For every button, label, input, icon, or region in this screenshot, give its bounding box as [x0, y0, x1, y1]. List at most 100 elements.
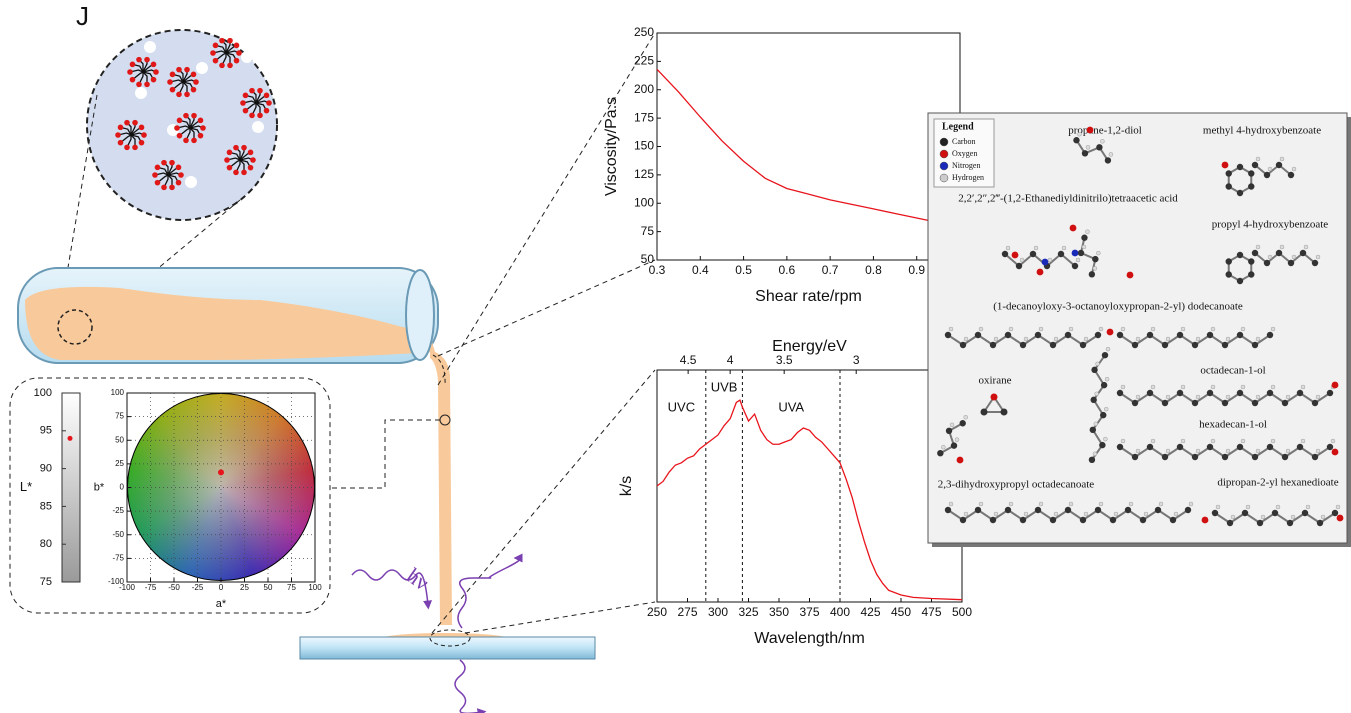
hydrogen [1290, 514, 1296, 520]
hydrogen [1068, 326, 1074, 332]
hydrogen [1195, 394, 1201, 400]
surfactant-head [226, 164, 233, 171]
y-tick-label: -100 [108, 577, 125, 586]
surfactant-head [247, 149, 254, 156]
surfactant-head [210, 50, 216, 56]
surfactant-tail [178, 81, 184, 95]
atom [1206, 389, 1214, 397]
molecule-name: 2,2′,2″,2‴-(1,2-Ethanediyldinitrilo)tetr… [958, 193, 1178, 205]
hydrogen [1092, 266, 1098, 271]
photon-label: hν [402, 563, 434, 596]
hydrogen [1291, 254, 1297, 260]
atom [1271, 509, 1279, 517]
surfactant-tail [126, 134, 132, 148]
hydrogen [1245, 504, 1251, 510]
atom [1019, 516, 1027, 524]
hydrogen [1320, 514, 1326, 520]
atom [1263, 259, 1271, 267]
y-tick-label: 0 [120, 483, 125, 492]
micelles [115, 37, 272, 191]
surfactant-tail [163, 174, 169, 188]
surfactant-head [129, 76, 136, 83]
oxygen [1221, 161, 1229, 169]
hydrogen [1165, 448, 1171, 454]
zoom-line [464, 601, 656, 634]
surfactant-head [197, 132, 204, 139]
surfactant-head [249, 112, 255, 119]
hydrogen [1098, 326, 1104, 332]
atom [1071, 262, 1079, 270]
x-tick-label: 0.4 [692, 263, 709, 277]
surfactant-head [169, 184, 175, 191]
hydrogen [1260, 514, 1266, 520]
hydrogen [941, 444, 946, 450]
atom [945, 427, 953, 435]
surfactant-head [183, 137, 189, 144]
zoom-line [59, 94, 98, 316]
hydrogen [1068, 501, 1074, 507]
surfactant-head [176, 91, 182, 98]
x2-tick-label: 4 [727, 353, 734, 367]
atom [1286, 519, 1294, 527]
atom [1154, 506, 1162, 514]
hydrogen [1008, 501, 1014, 507]
surfactant-head [241, 144, 247, 151]
atom [1301, 509, 1309, 517]
hydrogen [1180, 384, 1186, 390]
atom [1311, 399, 1319, 407]
atom [1001, 250, 1009, 258]
hydrogen [1100, 139, 1105, 144]
molecule-name: hexadecan-1-ol [1199, 419, 1267, 431]
atom [1049, 341, 1057, 349]
hydrogen [1047, 257, 1053, 263]
hydrogen [1104, 406, 1109, 412]
hydrogen [1053, 336, 1059, 342]
surfactant-head [129, 61, 136, 68]
atom [1263, 171, 1271, 179]
y-tick-label: 100 [34, 387, 52, 399]
surfactant-head [169, 86, 176, 93]
hydrogen [1081, 244, 1087, 250]
atom [1184, 506, 1192, 514]
atom [1211, 509, 1219, 517]
atom [1019, 341, 1027, 349]
atom [1099, 441, 1106, 449]
oxygen [1106, 328, 1114, 336]
atom [1248, 271, 1255, 278]
hydrogen [1083, 336, 1089, 342]
x-tick-label: 0.8 [865, 263, 882, 277]
atom [1275, 161, 1283, 169]
atom [1191, 453, 1199, 461]
hydrogen [1240, 438, 1246, 444]
particle [196, 62, 208, 74]
x2-tick-label: 3.5 [776, 353, 793, 367]
surfactant-head [224, 157, 230, 163]
hydrogen [1075, 257, 1081, 263]
atom [1236, 443, 1244, 451]
atom [1000, 408, 1008, 416]
hydrogen [1083, 511, 1089, 517]
atom [1296, 389, 1304, 397]
surfactant-head [136, 56, 142, 63]
atom [1015, 262, 1023, 270]
hydrogen [1215, 504, 1221, 510]
y-tick-label: 25 [115, 459, 124, 468]
surfactant-head [117, 139, 124, 146]
hydrogen [1113, 511, 1119, 517]
surfactant-head [242, 92, 249, 99]
atom [1116, 331, 1124, 339]
atom [1176, 331, 1184, 339]
atom [959, 516, 967, 524]
hydrogen [978, 501, 984, 507]
atom [1092, 255, 1099, 263]
surfactant-head [176, 117, 183, 124]
hydrogen [1270, 438, 1276, 444]
hydrogen [1038, 501, 1044, 507]
atom [1161, 453, 1169, 461]
hydrogen [1023, 511, 1029, 517]
surfactant-head [117, 124, 124, 131]
hydrogen [1255, 394, 1261, 400]
hydrogen [1230, 514, 1236, 520]
atom [1251, 249, 1259, 257]
hydrogen [1135, 336, 1141, 342]
